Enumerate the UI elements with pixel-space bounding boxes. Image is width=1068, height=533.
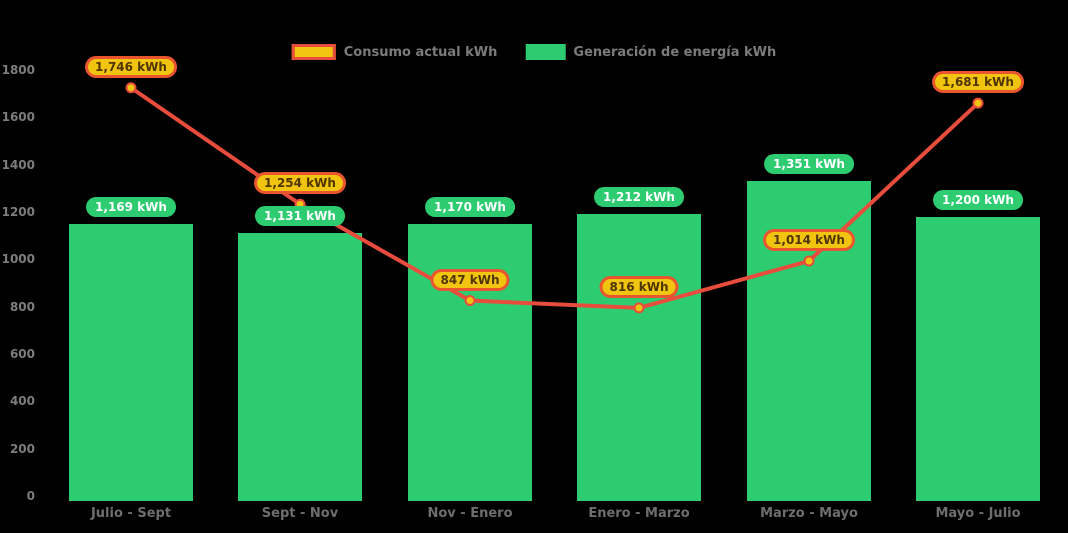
generation-bar[interactable] [916,217,1040,501]
generation-value-label: 1,200 kWh [933,190,1023,210]
y-tick-label: 200 [9,441,35,456]
y-tick-label: 1200 [1,205,35,219]
consumption-value-label: 1,254 kWh [254,172,346,195]
consumption-point-marker[interactable] [803,255,815,267]
generation-bar[interactable] [238,233,362,501]
consumption-point-marker[interactable] [125,82,137,94]
x-category-label: Nov - Enero [427,506,513,521]
consumption-value-label: 1,681 kWh [932,71,1024,94]
consumption-point-marker[interactable] [633,302,645,314]
chart-legend: Consumo actual kWh Generación de energía… [291,44,776,60]
generation-bar[interactable] [408,224,532,501]
x-category-label: Marzo - Mayo [760,506,858,521]
generation-value-label: 1,131 kWh [255,206,345,227]
generation-value-label: 1,351 kWh [764,154,854,175]
legend-item-consumo[interactable]: Consumo actual kWh [291,44,498,60]
consumption-value-label: 1,014 kWh [763,229,855,252]
y-tick-label: 400 [9,394,35,409]
consumption-point-marker[interactable] [464,295,476,307]
generation-bar[interactable] [577,214,701,501]
consumption-value-label: 816 kWh [599,275,679,298]
y-tick-label: 1000 [1,252,35,267]
y-tick-label: 1400 [1,157,35,172]
consumption-value-label: 847 kWh [430,268,510,291]
generation-bar[interactable] [69,224,193,501]
consumption-value-label: 1,746 kWh [85,55,177,78]
y-tick-label: 1600 [1,110,35,125]
generation-value-label: 1,169 kWh [86,197,176,218]
y-tick-label: 800 [9,299,35,314]
y-tick-label: 1800 [1,63,35,77]
consumption-point-marker[interactable] [972,97,984,109]
consumo-swatch-icon [291,44,336,60]
generation-value-label: 1,212 kWh [594,187,684,208]
x-category-label: Mayo - Julio [935,506,1021,521]
legend-label-generacion: Generación de energía kWh [573,44,777,60]
legend-item-generacion[interactable]: Generación de energía kWh [525,44,776,60]
y-tick-label: 600 [9,347,35,361]
x-category-label: Julio - Sept [90,506,172,521]
generacion-swatch-icon [525,44,566,60]
y-tick-label: 0 [26,489,35,503]
x-category-label: Enero - Marzo [588,506,690,521]
legend-label-consumo: Consumo actual kWh [343,44,498,60]
x-category-label: Sept - Nov [261,506,339,521]
generation-value-label: 1,170 kWh [425,197,515,218]
